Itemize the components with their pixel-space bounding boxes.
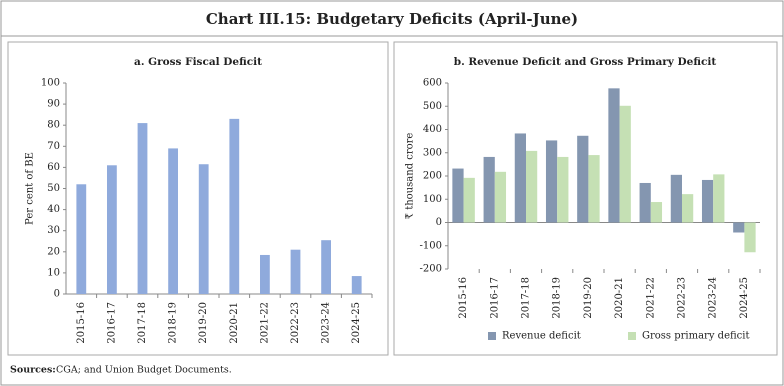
x-tick-label: 2016-17 (489, 277, 500, 319)
bar (290, 249, 301, 294)
legend-label: Gross primary deficit (642, 331, 749, 342)
bar (733, 222, 745, 233)
bar (682, 194, 694, 223)
y-tick-label: 0 (54, 289, 60, 300)
bar (526, 150, 538, 223)
bar (744, 222, 756, 253)
bar (494, 171, 507, 223)
bar (260, 254, 270, 294)
x-tick-label: 2020-21 (614, 277, 625, 319)
y-tick-label: 10 (47, 267, 60, 278)
y-tick-label: 90 (47, 99, 60, 110)
sources-label: Sources: (10, 365, 56, 376)
panel-title: a. Gross Fiscal Deficit (134, 56, 262, 68)
x-tick-label: 2019-20 (198, 302, 209, 344)
y-axis-label: Per cent of BE (25, 152, 36, 225)
page-title: Chart III.15: Budgetary Deficits (April-… (206, 10, 578, 28)
bar (701, 179, 714, 223)
x-tick-label: 2018-19 (168, 302, 179, 344)
y-tick-label: 600 (423, 78, 442, 89)
bar (514, 133, 526, 223)
x-tick-label: 2021-22 (259, 302, 270, 344)
bar (137, 123, 148, 294)
x-tick-label: 2023-24 (708, 277, 719, 319)
bar (229, 118, 240, 295)
legend-label: Revenue deficit (502, 331, 581, 342)
bar (463, 177, 475, 223)
bar (557, 156, 569, 223)
bar (619, 105, 631, 223)
bar (670, 174, 682, 223)
x-tick-label: 2016-17 (106, 302, 117, 344)
y-tick-label: 70 (47, 141, 60, 152)
y-tick-label: 100 (41, 78, 60, 89)
x-tick-label: 2015-16 (458, 277, 469, 319)
bar (351, 276, 362, 294)
panel-title: b. Revenue Deficit and Gross Primary Def… (454, 56, 717, 68)
sources-text: CGA; and Union Budget Documents. (56, 365, 232, 376)
bar (321, 240, 331, 294)
y-axis-label: ₹ thousand crore (405, 133, 416, 220)
legend-swatch (628, 332, 636, 340)
bar (545, 140, 558, 223)
panel-a-frame (7, 41, 389, 356)
bar (639, 182, 651, 223)
y-tick-label: 40 (47, 204, 60, 215)
x-tick-label: 2023-24 (321, 302, 332, 344)
y-tick-label: 0 (436, 217, 442, 228)
x-tick-label: 2024-25 (739, 277, 750, 319)
bar (483, 156, 495, 223)
panel-b-frame (393, 41, 778, 356)
bar (198, 164, 209, 294)
y-tick-label: 100 (423, 194, 442, 205)
y-tick-label: 60 (47, 162, 60, 173)
x-tick-label: 2020-21 (229, 302, 240, 344)
y-tick-label: 500 (423, 101, 442, 112)
bar (168, 148, 178, 294)
x-tick-label: 2017-18 (137, 302, 148, 344)
bar (608, 88, 620, 223)
bar (713, 174, 725, 223)
y-tick-label: 80 (47, 120, 60, 131)
y-tick-label: 30 (47, 225, 60, 236)
y-tick-label: 50 (47, 183, 60, 194)
y-tick-label: -100 (420, 240, 442, 251)
x-tick-label: 2018-19 (552, 277, 563, 319)
bar (588, 155, 600, 223)
legend-swatch (488, 332, 496, 340)
bar (577, 135, 589, 223)
x-tick-label: 2024-25 (351, 302, 362, 344)
bar (107, 165, 117, 294)
y-tick-label: 200 (423, 171, 442, 182)
bar (650, 202, 663, 223)
bar (452, 168, 464, 223)
y-tick-label: 300 (423, 147, 442, 158)
x-tick-label: 2021-22 (645, 277, 656, 319)
x-tick-label: 2019-20 (583, 277, 594, 319)
x-tick-label: 2022-23 (677, 277, 688, 319)
x-tick-label: 2015-16 (76, 302, 87, 344)
bar (76, 184, 87, 294)
y-tick-label: 20 (47, 246, 60, 257)
x-tick-label: 2017-18 (521, 277, 532, 319)
y-tick-label: 400 (423, 124, 442, 135)
x-tick-label: 2022-23 (290, 302, 301, 344)
y-tick-label: -200 (420, 264, 442, 275)
